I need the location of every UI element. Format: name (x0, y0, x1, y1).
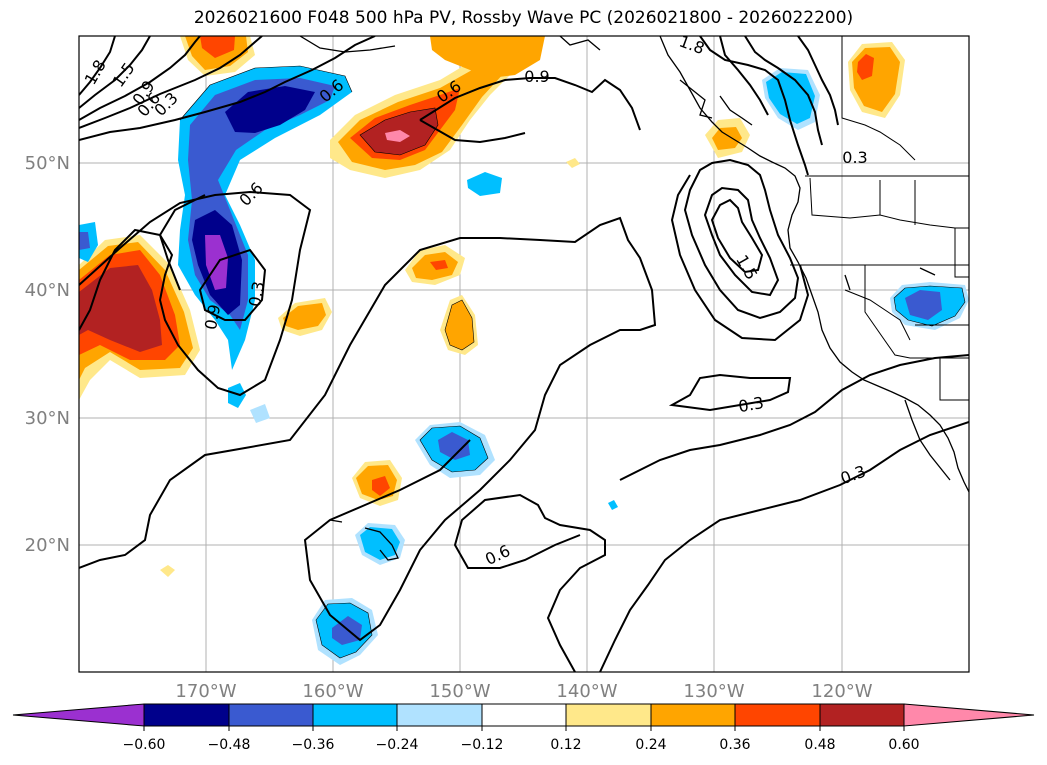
pv-fill-north-positive (180, 36, 580, 178)
lon-label-150w: 150°W (429, 681, 490, 702)
longitude-labels: 170°W 160°W 150°W 140°W 130°W 120°W (175, 681, 872, 702)
lat-label-20n: 20°N (25, 535, 70, 556)
pv-fill-west-positive (79, 235, 200, 400)
colorbar-tick-label: −0.60 (123, 737, 166, 753)
lat-label-30n: 30°N (25, 408, 70, 429)
colorbar-bin (819, 703, 905, 727)
colorbar-bin (565, 703, 652, 727)
pc-contours (79, 36, 969, 672)
colorbar-bin (650, 703, 736, 727)
contour-label: 0.3 (245, 280, 268, 308)
colorbar-bin (734, 703, 821, 727)
pv-fill-west-negative (79, 66, 352, 423)
colorbar-bin (481, 703, 567, 727)
colorbar-tick-label: 0.24 (635, 737, 666, 753)
colorbar-tick-label: −0.36 (292, 737, 335, 753)
colorbar-tick-marks (143, 726, 905, 731)
lon-label-170w: 170°W (175, 681, 236, 702)
colorbar-tick-label: 0.12 (550, 737, 581, 753)
colorbar-bin (396, 703, 483, 727)
colorbar-tick-label: 0.48 (804, 737, 835, 753)
lon-label-130w: 130°W (683, 681, 744, 702)
colorbar-tick-label: 0.60 (888, 737, 919, 753)
latitude-labels: 50°N 40°N 30°N 20°N (25, 153, 70, 556)
lon-label-120w: 120°W (811, 681, 872, 702)
contour-label: 0.3 (737, 393, 765, 416)
colorbar-tick-labels: −0.60 −0.48 −0.36 −0.24 −0.12 0.12 0.24 … (123, 737, 920, 753)
colorbar-extend-min (12, 703, 145, 727)
colorbar (12, 703, 1035, 727)
contour-label: 0.9 (524, 67, 549, 86)
lat-label-50n: 50°N (25, 153, 70, 174)
lon-label-160w: 160°W (302, 681, 363, 702)
fill-outlines (179, 65, 966, 659)
map-panel: 1.8 1.5 0.9 0.6 0.3 0.6 0.9 1.8 0.3 0.6 … (79, 36, 969, 672)
colorbar-tick-label: 0.36 (719, 737, 750, 753)
pv-fill-central-features (160, 172, 618, 665)
lat-label-40n: 40°N (25, 280, 70, 301)
colorbar-tick-label: −0.24 (376, 737, 419, 753)
contour-label: 0.9 (201, 303, 224, 331)
colorbar-bin (143, 703, 230, 727)
borders (790, 36, 969, 401)
map-frame (78, 35, 970, 673)
contour-label: 0.3 (842, 148, 867, 167)
lon-label-140w: 140°W (556, 681, 617, 702)
pv-fill-east-features (705, 42, 969, 330)
colorbar-bin (228, 703, 314, 727)
colorbar-tick-label: −0.12 (461, 737, 504, 753)
colorbar-extend-max (903, 703, 1035, 727)
colorbar-tick-label: −0.48 (208, 737, 251, 753)
colorbar-bin (312, 703, 398, 727)
map-title: 2026021600 F048 500 hPa PV, Rossby Wave … (193, 8, 854, 28)
